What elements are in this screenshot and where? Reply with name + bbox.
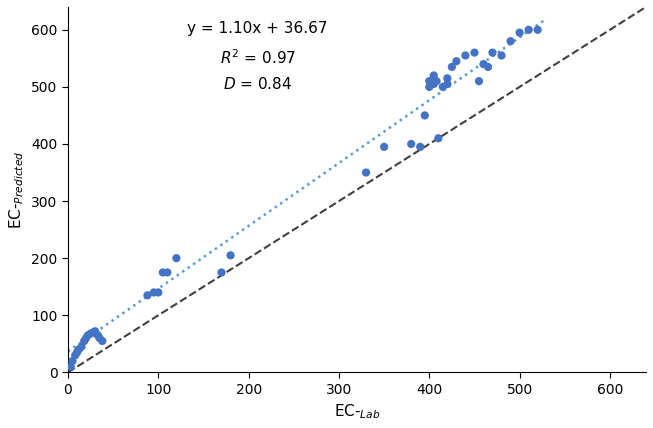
Point <box>88 329 99 336</box>
Point <box>473 78 484 85</box>
Point <box>142 292 153 299</box>
Point <box>67 357 78 364</box>
Point <box>515 29 525 36</box>
Point <box>426 80 436 87</box>
Point <box>428 72 439 79</box>
Point <box>361 169 372 176</box>
Point <box>470 49 480 56</box>
Point <box>406 140 417 147</box>
X-axis label: EC-$_{Lab}$: EC-$_{Lab}$ <box>334 402 380 421</box>
Point <box>433 135 443 142</box>
Text: $R^{2}$ = 0.97: $R^{2}$ = 0.97 <box>219 49 296 67</box>
Point <box>415 143 426 150</box>
Point <box>74 346 84 353</box>
Point <box>86 330 96 337</box>
Point <box>524 27 534 33</box>
Point <box>93 332 103 339</box>
Point <box>162 269 172 276</box>
Point <box>149 289 159 296</box>
Point <box>505 38 516 45</box>
Point <box>171 255 182 262</box>
Point <box>225 252 236 259</box>
Point <box>65 363 76 370</box>
Point <box>431 78 441 85</box>
Point <box>442 80 453 87</box>
Point <box>478 61 488 68</box>
Point <box>81 335 91 342</box>
Point <box>419 112 430 119</box>
Point <box>83 332 93 339</box>
Point <box>496 52 507 59</box>
Point <box>460 52 471 59</box>
Point <box>487 49 498 56</box>
Point <box>424 83 434 90</box>
Point <box>95 335 105 342</box>
Point <box>442 75 453 82</box>
Point <box>379 143 389 150</box>
Point <box>483 63 493 70</box>
Point <box>424 78 434 85</box>
Point <box>72 349 82 356</box>
Point <box>447 63 457 70</box>
Text: y = 1.10x + 36.67: y = 1.10x + 36.67 <box>187 21 328 36</box>
Point <box>532 27 543 33</box>
Point <box>451 58 462 65</box>
Point <box>157 269 168 276</box>
Point <box>438 83 448 90</box>
Point <box>428 80 439 87</box>
Y-axis label: EC-$_{Predicted}$: EC-$_{Predicted}$ <box>7 150 25 229</box>
Point <box>70 352 80 359</box>
Point <box>216 269 227 276</box>
Point <box>90 328 101 335</box>
Point <box>97 338 108 345</box>
Point <box>153 289 163 296</box>
Point <box>76 343 87 350</box>
Point <box>79 338 89 345</box>
Text: $D$ = 0.84: $D$ = 0.84 <box>223 76 292 92</box>
